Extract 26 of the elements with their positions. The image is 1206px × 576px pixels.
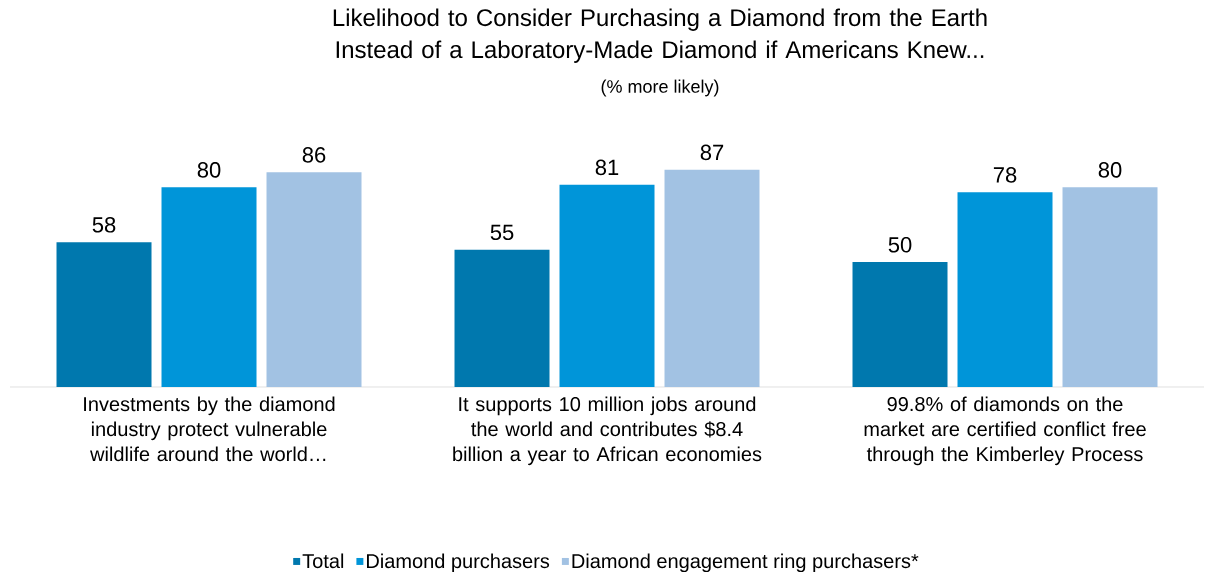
chart-title: Likelihood to Consider Purchasing a Diamond from the Earth Instead of a Laboratory-Made Diamond if Americans Knew... bbox=[333, 8, 987, 63]
data-label: 80 bbox=[1098, 162, 1122, 178]
bar bbox=[56, 242, 152, 387]
bar bbox=[957, 192, 1053, 387]
bar bbox=[559, 184, 655, 387]
bar bbox=[664, 169, 760, 387]
legend-label: Diamond engagement ring purchasers* bbox=[572, 553, 919, 573]
data-label: 78 bbox=[993, 167, 1017, 183]
legend-label: Total bbox=[302, 553, 344, 569]
bar bbox=[454, 249, 550, 387]
x-tick-label: Investments by the diamond industry protect vulnerable wildlife around the world… bbox=[84, 396, 335, 462]
data-label: 58 bbox=[92, 217, 116, 233]
bar bbox=[852, 262, 948, 387]
bar bbox=[266, 172, 362, 387]
bar bbox=[161, 187, 257, 387]
data-label: 55 bbox=[490, 224, 514, 241]
data-label: 50 bbox=[888, 237, 912, 253]
bar bbox=[1062, 187, 1158, 387]
chart-subtitle: (% more likely) bbox=[601, 79, 719, 97]
x-tick-label: 99.8% of diamonds on the market are certified conflict free through the Kimberley Process bbox=[864, 396, 1146, 466]
data-label: 80 bbox=[197, 162, 221, 178]
data-label: 86 bbox=[302, 147, 326, 163]
data-label: 81 bbox=[595, 159, 619, 176]
x-tick-label: It supports 10 million jobs around the world and contributes $8.4 billion a year to African economies bbox=[453, 396, 762, 466]
legend-label: Diamond purchasers bbox=[367, 553, 550, 573]
data-label: 87 bbox=[700, 144, 724, 161]
